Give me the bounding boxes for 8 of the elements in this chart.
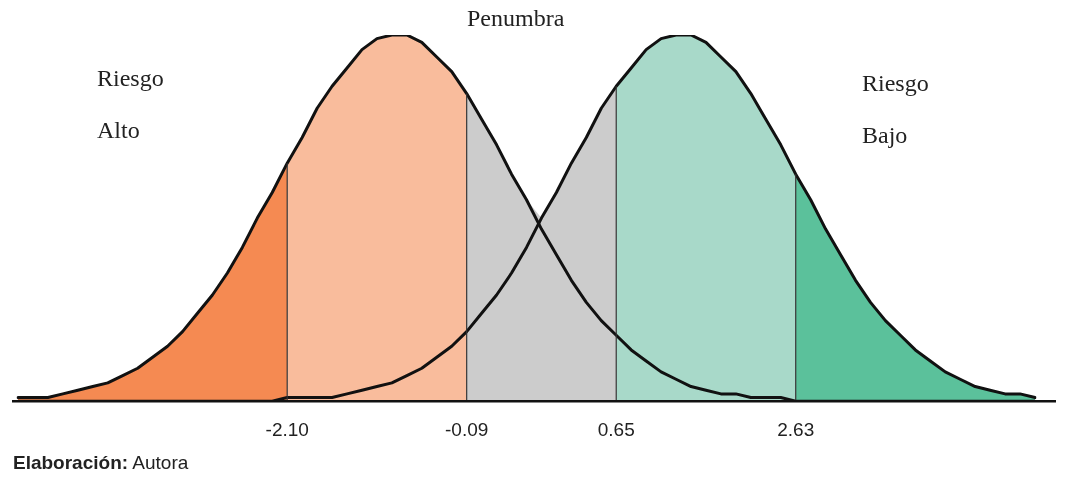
text: Penumbra: [467, 4, 565, 33]
text: Elaboración: Autora: [13, 452, 189, 474]
x-tick-label: -0.09: [445, 418, 489, 440]
x-tick-label: 2.63: [777, 418, 815, 440]
x-tick-label: 0.65: [597, 418, 635, 440]
x-tick-label: -2.10: [265, 418, 309, 440]
annotation: Riesgo Alto: [97, 64, 164, 145]
annotation: Riesgo Bajo: [862, 69, 929, 150]
